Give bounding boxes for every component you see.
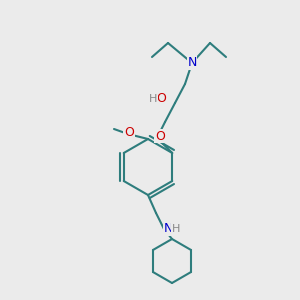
- Text: N: N: [187, 56, 197, 70]
- Text: H: H: [149, 94, 157, 104]
- Text: O: O: [155, 130, 165, 142]
- Text: O: O: [124, 127, 134, 140]
- Text: O: O: [156, 92, 166, 106]
- Text: H: H: [172, 224, 180, 234]
- Text: N: N: [163, 223, 173, 236]
